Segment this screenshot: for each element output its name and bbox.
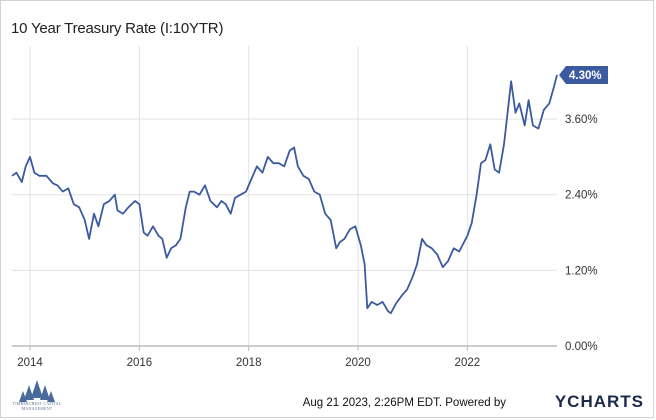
company-logo-icon [19, 380, 55, 402]
y-axis-ticks: 0.00% 1.20% 2.40% 3.60% [565, 114, 598, 353]
chart-footer: Aug 21 2023, 2:26PM EDT. Powered by YCHA… [0, 392, 656, 416]
timestamp-text: Aug 21 2023, 2:26PM EDT. [302, 397, 443, 409]
x-tick-label: 2016 [127, 357, 153, 369]
last-value-badge-shape [559, 66, 608, 84]
chart-title: 10 Year Treasury Rate (I:10YTR) [11, 20, 224, 37]
grid [12, 46, 557, 347]
timestamp: Aug 21 2023, 2:26PM EDT. Powered by [303, 397, 506, 409]
y-tick-label: 3.60% [565, 114, 598, 126]
series-line [11, 74, 558, 315]
x-tick-label: 2022 [455, 357, 481, 369]
y-tick-label: 1.20% [565, 265, 598, 277]
last-value-label: 4.30% [569, 70, 602, 82]
ycharts-brand[interactable]: YCHARTS [554, 392, 644, 411]
x-tick-label: 2020 [345, 357, 371, 369]
line-chart: 2014 2016 2018 2020 2022 0.00% 1.20% 2.40% 3.60… [11, 46, 608, 369]
x-tick-label: 2018 [236, 357, 262, 369]
last-value-badge: 4.30% [559, 66, 608, 84]
x-tick-label: 2014 [17, 357, 43, 369]
y-tick-label: 2.40% [565, 190, 598, 202]
powered-by-text: Powered by [445, 397, 506, 409]
y-tick-label: 0.00% [565, 341, 598, 353]
company-logo-text: TIMBERCREST CAPITAL MANAGEMENT [12, 401, 62, 411]
x-axis-ticks: 2014 2016 2018 2020 2022 [17, 346, 480, 369]
